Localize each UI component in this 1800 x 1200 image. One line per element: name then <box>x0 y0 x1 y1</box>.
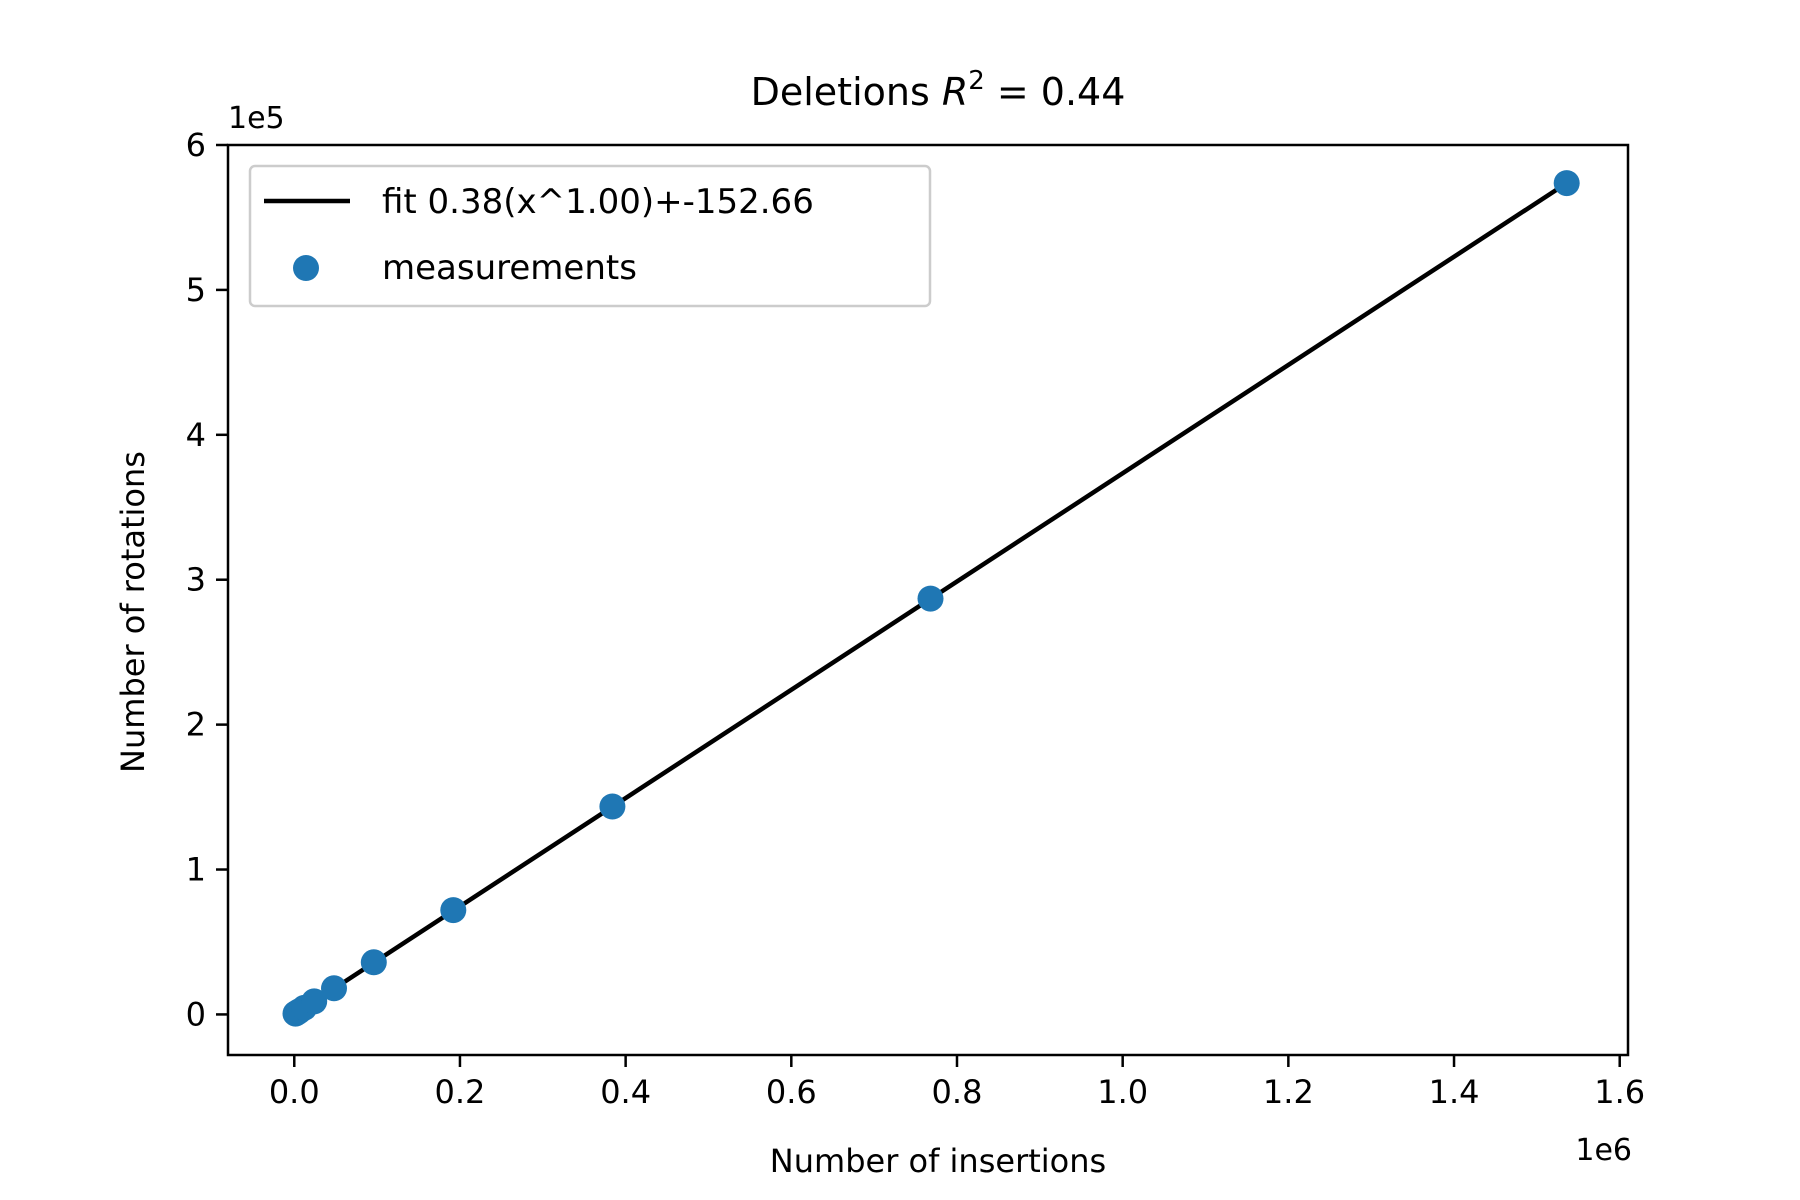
legend-measurements-swatch <box>293 255 319 281</box>
title-math-var: R <box>942 70 968 114</box>
chart-title: Deletions R2 = 0.44 <box>751 66 1126 114</box>
x-axis-label: Number of insertions <box>770 1142 1106 1180</box>
x-tick-label: 0.2 <box>435 1073 486 1111</box>
legend-measurements-label: measurements <box>382 248 637 288</box>
legend-fit-label: fit 0.38(x^1.00)+-152.66 <box>382 182 814 222</box>
data-point <box>917 585 944 612</box>
title-math-rest: = 0.44 <box>985 70 1126 114</box>
x-tick-label: 1.4 <box>1429 1073 1480 1111</box>
y-tick-label: 0 <box>186 995 206 1033</box>
x-tick-label: 0.6 <box>766 1073 817 1111</box>
data-point <box>440 897 467 924</box>
data-point <box>1553 170 1580 197</box>
x-offset-label: 1e6 <box>1575 1133 1632 1168</box>
data-point <box>301 988 328 1015</box>
x-tick-label: 0.8 <box>932 1073 983 1111</box>
data-point <box>321 975 347 1002</box>
axes-frame <box>226 143 1630 1057</box>
y-tick-label: 5 <box>186 271 206 309</box>
x-tick-label: 1.6 <box>1594 1073 1645 1111</box>
x-tick-label: 1.2 <box>1263 1073 1314 1111</box>
title-math-sup: 2 <box>968 66 985 96</box>
x-tick-label: 1.0 <box>1097 1073 1148 1111</box>
x-tick-label: 0.0 <box>269 1073 320 1111</box>
data-point <box>360 949 387 976</box>
y-tick-label: 6 <box>186 126 206 164</box>
legend: fit 0.38(x^1.00)+-152.66 measurements <box>248 164 932 308</box>
y-tick-label: 3 <box>186 561 206 599</box>
y-tick-label: 4 <box>186 416 206 454</box>
x-tick-label: 0.4 <box>600 1073 651 1111</box>
y-tick-label: 1 <box>186 851 206 889</box>
y-axis-label: Number of rotations <box>114 451 152 773</box>
data-point <box>599 793 626 820</box>
y-offset-label: 1e5 <box>228 101 285 136</box>
legend-frame <box>248 164 932 308</box>
y-tick-label: 2 <box>186 706 206 744</box>
